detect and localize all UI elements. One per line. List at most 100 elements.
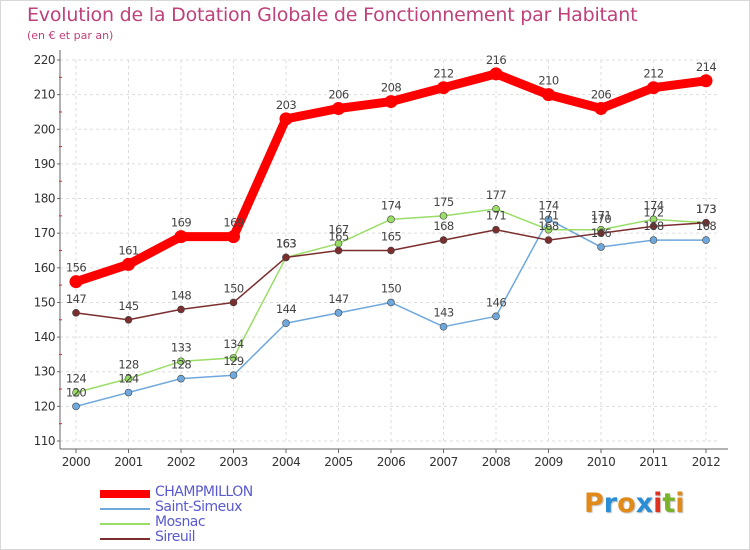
logo-letter: t <box>662 488 676 519</box>
legend-label: Saint-Simeux <box>155 499 242 515</box>
data-point <box>649 222 658 231</box>
data-point <box>702 236 710 244</box>
data-point <box>387 215 395 224</box>
data-label: 170 <box>591 212 611 226</box>
x-tick-label: 2011 <box>639 455 668 469</box>
legend-swatch <box>100 538 150 540</box>
data-point <box>177 374 185 383</box>
data-point <box>177 305 185 314</box>
data-label: 173 <box>696 202 716 216</box>
data-point <box>279 112 293 126</box>
data-label: 175 <box>433 195 453 209</box>
data-point <box>594 101 608 115</box>
data-point <box>542 88 555 102</box>
data-label: 143 <box>433 306 453 320</box>
data-label: 161 <box>118 243 138 257</box>
data-point <box>72 402 80 411</box>
data-label: 120 <box>66 385 86 399</box>
data-point <box>492 205 500 213</box>
x-tick-label: 2010 <box>587 455 616 469</box>
data-label: 147 <box>66 292 86 306</box>
x-tick-label: 2000 <box>62 455 91 469</box>
data-label: 146 <box>486 295 506 309</box>
legend-label: Sireuil <box>155 529 196 545</box>
data-point <box>124 374 133 383</box>
data-point <box>174 230 188 244</box>
data-point <box>544 215 553 224</box>
y-tick-label: 210 <box>34 88 55 102</box>
data-label: 145 <box>118 299 138 313</box>
x-tick-label: 2001 <box>114 455 143 469</box>
x-tick-label: 2009 <box>534 455 563 469</box>
y-tick-label: 190 <box>34 157 55 171</box>
data-point <box>647 81 660 95</box>
data-point <box>124 315 133 324</box>
x-tick-label: 2007 <box>429 455 458 469</box>
x-tick-label: 2006 <box>377 455 406 469</box>
x-tick-label: 2002 <box>167 455 196 469</box>
data-label: 210 <box>538 74 558 88</box>
data-label: 163 <box>276 236 296 250</box>
data-label: 169 <box>223 216 243 230</box>
logo-letter: i <box>653 488 663 519</box>
data-point <box>122 257 135 271</box>
data-point <box>437 81 450 95</box>
data-point <box>229 354 238 362</box>
data-label: 168 <box>643 219 663 233</box>
data-label: 216 <box>486 53 506 67</box>
data-point <box>69 275 83 289</box>
data-label: 171 <box>538 209 558 223</box>
data-label: 165 <box>328 230 348 244</box>
y-tick-label: 200 <box>34 122 55 136</box>
data-point <box>439 212 448 220</box>
data-point <box>387 298 395 307</box>
y-tick-label: 110 <box>34 434 55 448</box>
x-tick-label: 2005 <box>324 455 353 469</box>
data-point <box>334 309 343 317</box>
data-label: 134 <box>223 337 243 351</box>
data-label: 168 <box>696 219 716 233</box>
data-point <box>439 236 448 244</box>
data-label: 203 <box>276 98 296 112</box>
data-label: 147 <box>328 292 348 306</box>
data-label: 171 <box>486 209 506 223</box>
data-label: 128 <box>118 358 138 372</box>
x-tick-label: 2008 <box>482 455 511 469</box>
data-label: 168 <box>538 219 558 233</box>
y-tick-label: 130 <box>34 365 55 379</box>
proxiti-logo: Proxiti <box>584 488 685 519</box>
data-label: 163 <box>276 236 296 250</box>
data-point <box>597 229 605 237</box>
y-tick-label: 170 <box>34 226 55 240</box>
x-tick-label: 2012 <box>692 455 721 469</box>
data-label: 174 <box>643 198 663 212</box>
x-tick-label: 2003 <box>219 455 248 469</box>
chart-subtitle: (en € et par an) <box>27 29 114 42</box>
data-point <box>439 322 448 331</box>
y-tick-label: 180 <box>34 192 55 206</box>
data-point <box>227 230 240 244</box>
logo-letter: P <box>584 488 604 519</box>
logo-letter: i <box>675 488 685 519</box>
logo-letter: r <box>603 488 618 519</box>
legend-label: Mosnac <box>155 514 206 530</box>
data-label: 174 <box>538 198 558 212</box>
data-point <box>229 298 238 307</box>
data-label: 174 <box>381 198 401 212</box>
y-tick-label: 120 <box>34 399 55 413</box>
data-label: 167 <box>328 223 348 237</box>
data-label: 169 <box>171 216 191 230</box>
data-label: 133 <box>171 340 191 354</box>
data-label: 172 <box>643 205 663 219</box>
data-label: 148 <box>171 288 191 302</box>
data-label: 212 <box>433 67 453 81</box>
chart-title: Evolution de la Dotation Globale de Fonc… <box>27 4 638 26</box>
data-point <box>492 225 500 234</box>
data-label: 156 <box>66 261 86 275</box>
data-label: 214 <box>696 60 716 74</box>
data-label: 168 <box>433 219 453 233</box>
data-point <box>177 357 185 366</box>
data-label: 171 <box>591 209 611 223</box>
